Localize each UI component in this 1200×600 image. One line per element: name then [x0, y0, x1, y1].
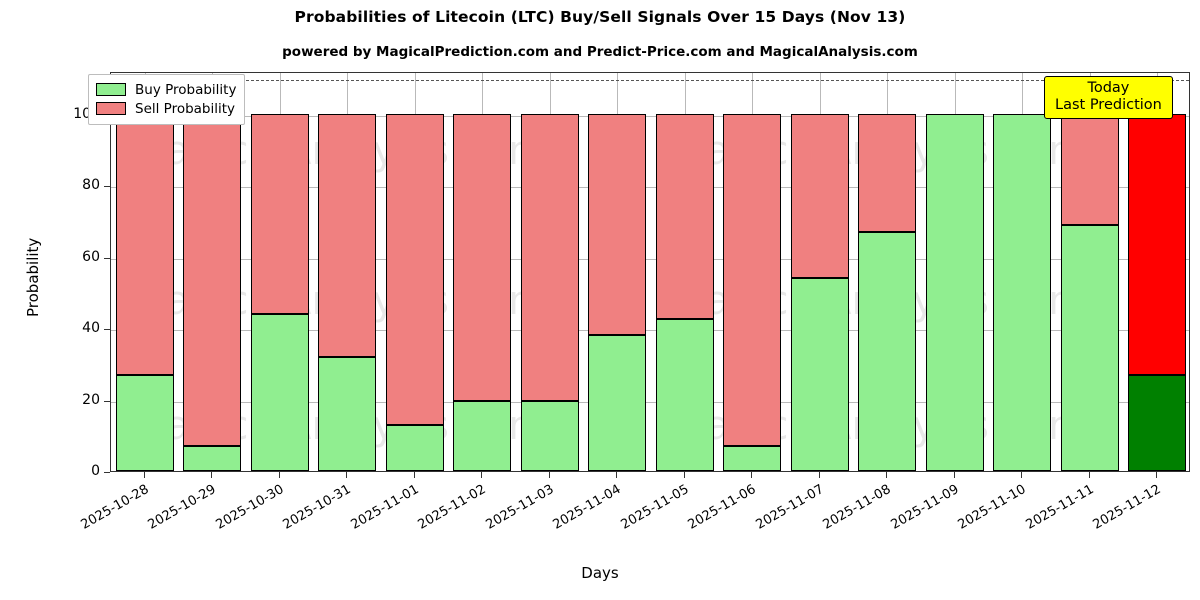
y-tick-label: 60	[82, 248, 100, 265]
x-tick-mark	[819, 472, 820, 478]
gridline-y	[111, 187, 1189, 189]
legend-swatch-buy	[96, 83, 126, 96]
bar-2025-11-06[interactable]	[723, 113, 782, 471]
x-tick-mark	[346, 472, 347, 478]
bar-segment-sell[interactable]	[858, 113, 917, 232]
bar-segment-buy[interactable]	[318, 356, 377, 471]
today-annotation: Today Last Prediction	[1044, 76, 1173, 120]
bar-2025-11-09[interactable]	[925, 113, 984, 471]
y-tick-label: 0	[91, 463, 100, 479]
bar-segment-sell[interactable]	[1060, 113, 1119, 225]
today-annotation-line2: Last Prediction	[1055, 96, 1162, 113]
x-tick-mark	[751, 472, 752, 478]
bar-segment-sell[interactable]	[1128, 113, 1187, 375]
legend-label-sell: Sell Probability	[135, 100, 236, 117]
chart-subtitle: powered by MagicalPrediction.com and Pre…	[282, 44, 918, 60]
y-tick-mark	[104, 186, 110, 188]
x-tick-mark	[616, 472, 617, 478]
y-tick-label: 80	[82, 177, 100, 194]
gridline-y	[111, 401, 1189, 403]
bar-segment-sell[interactable]	[250, 113, 309, 314]
x-tick-mark	[684, 472, 685, 478]
bar-segment-sell[interactable]	[723, 113, 782, 446]
legend-item-sell: Sell Probability	[96, 99, 236, 118]
bar-segment-sell[interactable]	[520, 113, 579, 402]
legend-label-buy: Buy Probability	[135, 81, 237, 98]
x-tick-mark	[414, 472, 415, 478]
bar-segment-buy[interactable]	[723, 446, 782, 471]
gridline-y	[111, 330, 1189, 332]
bar-segment-buy[interactable]	[858, 231, 917, 471]
legend-swatch-sell	[96, 102, 126, 115]
bar-2025-11-03[interactable]	[520, 113, 579, 471]
bar-segment-sell[interactable]	[318, 113, 377, 357]
bar-2025-11-04[interactable]	[588, 113, 647, 471]
chart-legend: Buy Probability Sell Probability	[88, 74, 246, 125]
bar-2025-11-12[interactable]	[1128, 113, 1187, 471]
bar-2025-10-31[interactable]	[318, 113, 377, 471]
gridline-y	[111, 115, 1189, 117]
bar-segment-buy[interactable]	[1128, 374, 1187, 471]
y-axis-label: Probability	[24, 237, 42, 317]
y-tick-label: 20	[82, 391, 100, 408]
bar-segment-buy[interactable]	[183, 446, 242, 471]
x-tick-mark	[1021, 472, 1022, 478]
bar-segment-buy[interactable]	[925, 113, 984, 471]
y-tick-mark	[104, 257, 110, 259]
bar-segment-buy[interactable]	[453, 401, 512, 471]
bar-2025-11-07[interactable]	[790, 113, 849, 471]
bar-segment-sell[interactable]	[115, 113, 174, 375]
bar-segment-buy[interactable]	[993, 113, 1052, 471]
bar-2025-11-01[interactable]	[385, 113, 444, 471]
bar-segment-sell[interactable]	[588, 113, 647, 336]
today-annotation-line1: Today	[1087, 80, 1130, 96]
bar-segment-buy[interactable]	[250, 313, 309, 471]
x-tick-mark	[886, 472, 887, 478]
bar-segment-buy[interactable]	[520, 401, 579, 471]
bar-2025-11-11[interactable]	[1060, 113, 1119, 471]
bar-segment-sell[interactable]	[385, 113, 444, 425]
y-tick-mark	[104, 472, 110, 473]
bar-segment-buy[interactable]	[655, 319, 714, 471]
y-tick-mark	[104, 400, 110, 402]
bar-segment-sell[interactable]	[655, 113, 714, 320]
y-tick-mark	[104, 329, 110, 331]
bar-2025-11-08[interactable]	[858, 113, 917, 471]
gridline-y	[111, 258, 1189, 260]
x-tick-mark	[549, 472, 550, 478]
x-tick-mark	[954, 472, 955, 478]
bar-series-layer	[111, 73, 1189, 471]
bar-2025-11-05[interactable]	[655, 113, 714, 471]
legend-item-buy: Buy Probability	[96, 80, 236, 99]
x-tick-mark	[1089, 472, 1090, 478]
bar-segment-buy[interactable]	[588, 335, 647, 471]
x-tick-mark	[1156, 472, 1157, 478]
threshold-dashed-line	[111, 80, 1189, 82]
plot-area: MagicalAnalysis.comMagicalAnalysis.comMa…	[110, 72, 1190, 472]
bar-2025-11-10[interactable]	[993, 113, 1052, 471]
bar-segment-sell[interactable]	[453, 113, 512, 402]
bar-segment-sell[interactable]	[183, 113, 242, 446]
x-tick-mark	[279, 472, 280, 478]
bar-segment-buy[interactable]	[385, 424, 444, 471]
bar-segment-buy[interactable]	[115, 374, 174, 471]
x-tick-mark	[211, 472, 212, 478]
bar-segment-sell[interactable]	[790, 113, 849, 279]
y-tick-label: 40	[82, 320, 100, 337]
x-tick-mark	[144, 472, 145, 478]
chart-title: Probabilities of Litecoin (LTC) Buy/Sell…	[294, 8, 906, 26]
bar-segment-buy[interactable]	[790, 278, 849, 471]
bar-2025-10-29[interactable]	[183, 113, 242, 471]
bar-2025-10-30[interactable]	[250, 113, 309, 471]
bar-2025-11-02[interactable]	[453, 113, 512, 471]
x-axis-label: Days	[581, 564, 619, 582]
bar-2025-10-28[interactable]	[115, 113, 174, 471]
x-tick-mark	[481, 472, 482, 478]
bar-segment-buy[interactable]	[1060, 224, 1119, 471]
